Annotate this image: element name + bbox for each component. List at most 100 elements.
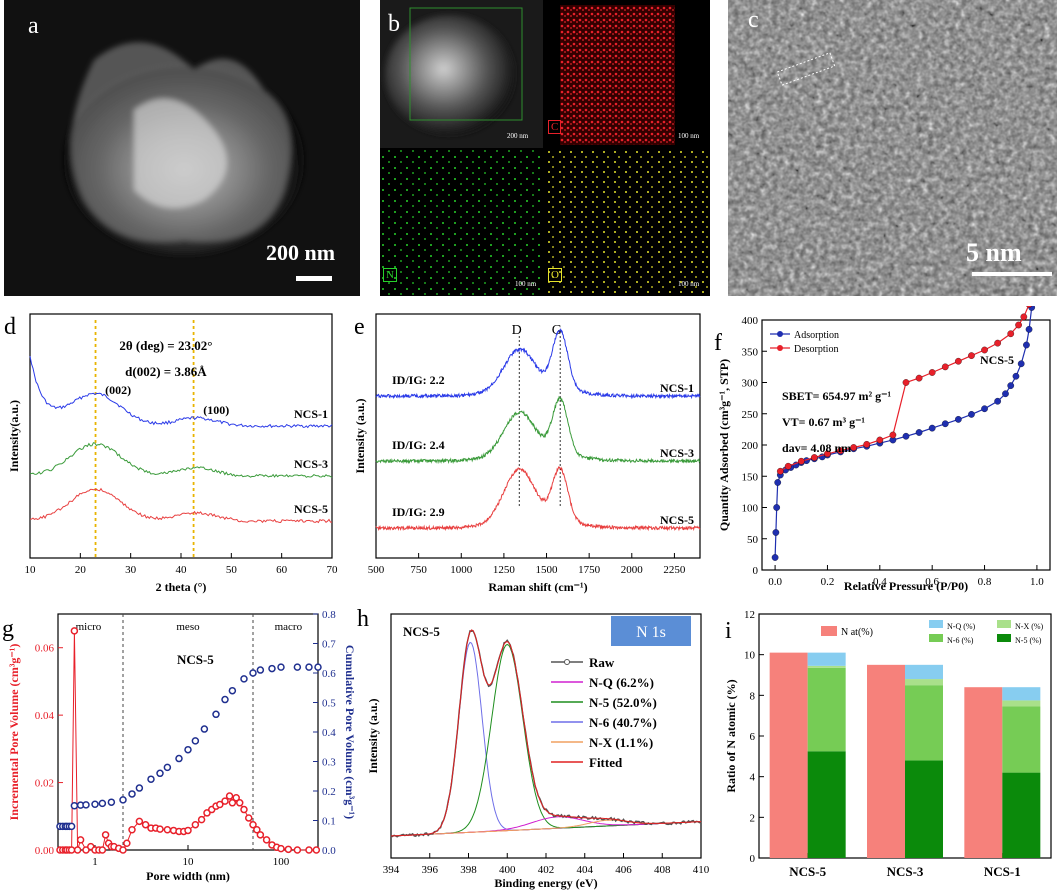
incremental-point [293, 846, 302, 854]
y-axis-label-right: Cumulative Pore Volume (cm³g⁻¹) [343, 645, 355, 819]
bar-N-6 [807, 667, 846, 752]
legend-label: N-Q (%) [947, 622, 976, 631]
vt-value: VT= 0.67 m³ g⁻¹ [782, 415, 865, 429]
bar-n-at [769, 652, 808, 858]
panel-a-letter: a [28, 13, 39, 39]
component-N-6 [390, 641, 702, 837]
panel-e-raman-chart: e 500 750 1000 1250 1500 1750 2000 2250 Raman shi… [353, 313, 701, 594]
y-axis-label-left: Incremental Pore Volume (cm³g⁻¹) [7, 644, 21, 821]
x-tick-label: 406 [615, 864, 632, 876]
sbet-value: SBET= 654.97 m² g⁻¹ [782, 389, 891, 403]
x-axis-label: Binding energy (eV) [494, 876, 597, 890]
cumulative-point [256, 666, 265, 674]
data-point-Desorption [1026, 306, 1032, 308]
legend-label: Raw [589, 655, 615, 670]
y-tick-label-right: 0.2 [322, 786, 336, 798]
y-tick-label: 100 [742, 503, 759, 515]
x-tick-label: 0.2 [821, 576, 835, 588]
cumulative-point [314, 663, 322, 671]
panel-f-bet-chart: f 0.0 0.2 0.4 0.6 0.8 1.0 0 50 100 150 200 250 300 350… [714, 306, 1051, 593]
data-point-Desorption [902, 379, 910, 386]
incremental-point [235, 799, 244, 807]
cumulative-point [156, 769, 164, 778]
data-point-Adsorption [771, 554, 779, 561]
data-point-Adsorption [968, 411, 975, 418]
y-tick-label-left: 0.02 [35, 778, 54, 790]
data-point-Adsorption [902, 432, 910, 440]
legend-label: N-6 (40.7%) [589, 715, 657, 730]
cumulative-point [184, 745, 192, 754]
intensity-ratio-label: ID/IG: 2.4 [392, 438, 445, 452]
tem-image-a [4, 0, 360, 296]
legend-label: N-X (1.1%) [589, 735, 653, 750]
incremental-point [67, 846, 76, 854]
legend-swatch [997, 620, 1011, 628]
x-tick-label: 750 [410, 564, 427, 576]
x-tick-label: 400 [499, 864, 516, 876]
cumulative-point [107, 798, 116, 806]
series-label: NCS-5 [294, 502, 328, 516]
panel-c-hrtem: c 5 nm [728, 0, 1057, 296]
y-tick-label: 12 [744, 609, 755, 621]
bar-n-at [867, 664, 905, 858]
series-label: NCS-3 [660, 446, 694, 460]
y-tick-label: 150 [742, 471, 759, 483]
data-point-Adsorption [994, 397, 1001, 405]
legend-label: Fitted [589, 755, 623, 770]
y-tick-label: 0 [753, 565, 759, 577]
incremental-point [184, 826, 192, 835]
data-point-Desorption [889, 431, 897, 439]
data-point-Desorption [1020, 313, 1028, 321]
incremental-point [101, 831, 110, 839]
y-tick-label-right: 0.1 [322, 816, 336, 828]
data-point-Adsorption [774, 479, 782, 486]
cumulative-point [135, 784, 144, 792]
incremental-point [163, 826, 172, 834]
category-label: NCS-5 [789, 864, 826, 879]
plot-frame [57, 613, 319, 851]
incremental-point [244, 814, 253, 822]
data-point-Adsorption [1025, 326, 1033, 333]
data-point-Adsorption [1023, 341, 1030, 349]
y-tick-label-left: 0.06 [35, 643, 55, 655]
cumulative-point [70, 802, 79, 810]
incremental-point [203, 809, 211, 817]
data-point-Adsorption [941, 420, 949, 428]
incremental-point [225, 792, 234, 800]
incremental-point [262, 836, 271, 844]
fitted-line [390, 629, 702, 837]
x-tick-label: 100 [273, 856, 290, 868]
y-axis-label: Ratio of N atomic (%) [724, 679, 738, 792]
badge-label: N 1s [636, 624, 666, 641]
y-tick-label-right: 0.7 [322, 639, 336, 651]
panel-letter: i [725, 618, 732, 644]
incremental-point [249, 820, 257, 829]
bar-N-Q [807, 652, 846, 666]
bar-n-at [964, 687, 1003, 858]
y-tick-label: 50 [747, 534, 759, 546]
data-point-Desorption [811, 454, 818, 461]
incremental-point [128, 826, 136, 834]
x-axis-label: Raman shift (cm⁻¹) [488, 580, 587, 594]
panel-d-xrd-chart: d 10 20 30 40 50 60 70 2 theta (°) Intensity(a.u.… [4, 313, 338, 594]
x-axis-label: Pore width (nm) [146, 869, 230, 883]
dav-value: dav= 4.08 nm [782, 441, 851, 455]
panel-b-eds-maps: b 200 nm C 100 nm N 100 nm O 100 nm [380, 0, 710, 296]
x-axis-label: 2 theta (°) [156, 580, 207, 594]
cumulative-point [82, 801, 90, 809]
bar-N-X [807, 665, 846, 668]
data-point-Adsorption [773, 504, 781, 511]
x-tick-label: 410 [693, 864, 710, 876]
series-label: NCS-1 [660, 381, 694, 395]
x-tick-label: 394 [383, 864, 400, 876]
tile-c-scale: 100 nm [678, 132, 700, 140]
x-tick-label: 1750 [578, 564, 601, 576]
data-point-Adsorption [915, 429, 923, 436]
series-line-NCS-1 [29, 356, 333, 429]
component-N-Q [390, 816, 702, 837]
y-tick-label: 8 [750, 690, 756, 702]
legend-label: N-X (%) [1015, 622, 1044, 631]
legend-label: N-5 (52.0%) [589, 695, 657, 710]
x-tick-label: 404 [577, 864, 594, 876]
cumulative-point [228, 686, 237, 695]
